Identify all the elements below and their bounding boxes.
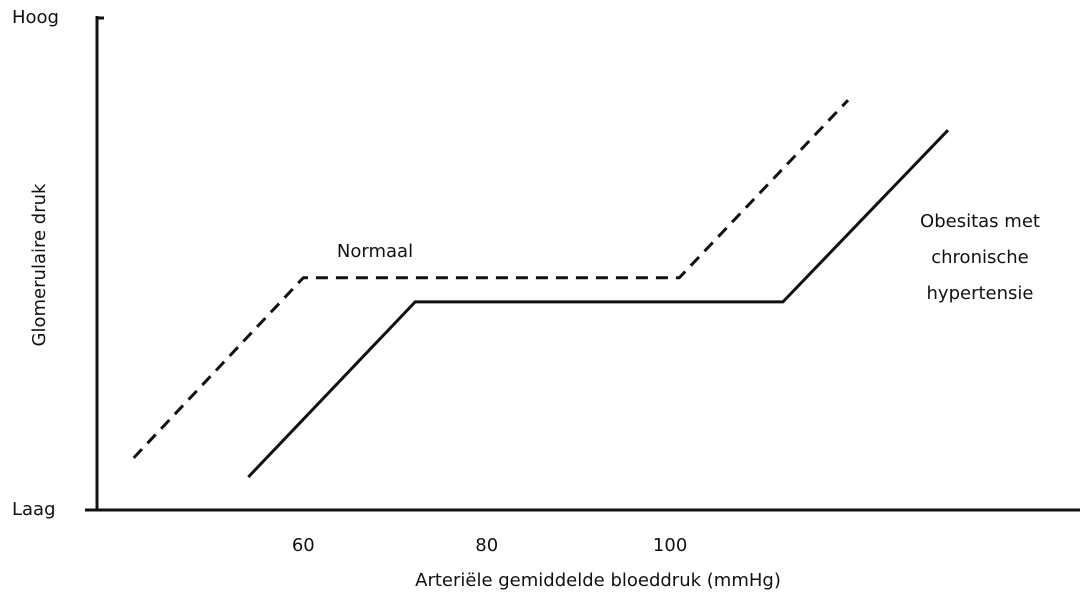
series-label: Obesitas met chronische hypertensie [920,211,1040,304]
x-tick-label: 80 [475,535,498,556]
x-axis-title: Arteriële gemiddelde bloeddruk (mmHg) [415,570,781,591]
y-tick-label: Laag [12,499,56,520]
line-series [132,99,850,459]
x-tick-label: 60 [292,535,315,556]
y-tick-label: Hoog [12,7,59,28]
x-tick-label: 100 [653,535,687,556]
y-axis-title: Glomerulaire druk [29,183,50,346]
series-label: Normaal [336,241,414,262]
line-series [247,129,950,479]
